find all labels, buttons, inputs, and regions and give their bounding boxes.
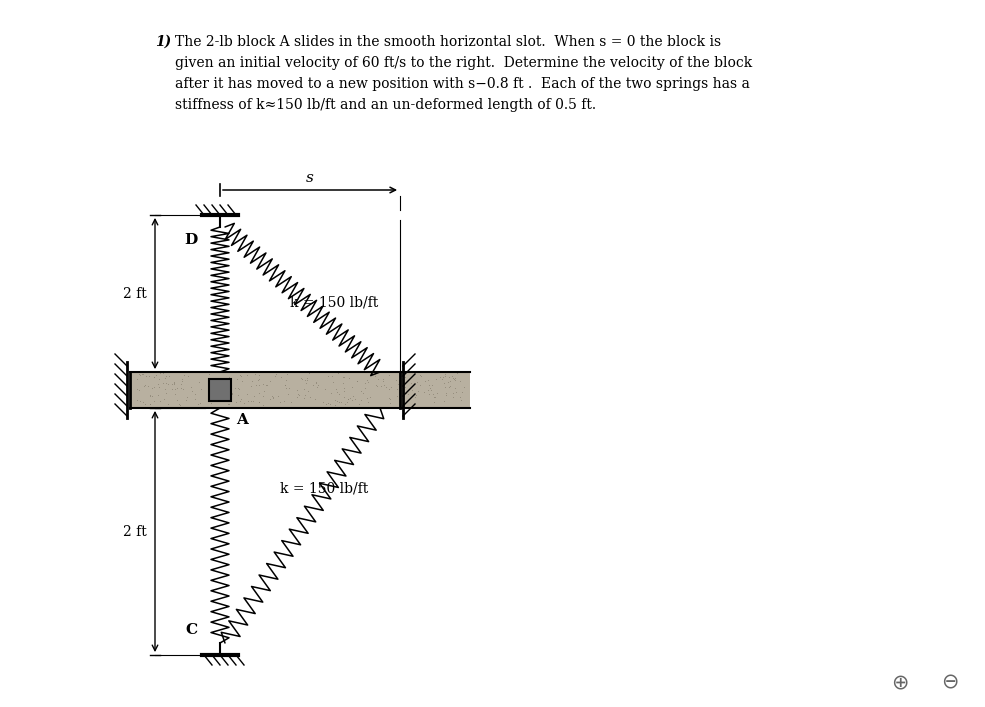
Text: k = 150 lb/ft: k = 150 lb/ft [290,295,378,309]
Text: 1): 1) [155,35,171,49]
Text: A: A [236,413,248,427]
Text: given an initial velocity of 60 ft/s to the right.  Determine the velocity of th: given an initial velocity of 60 ft/s to … [175,56,753,70]
Text: The 2-lb block A slides in the smooth horizontal slot.  When s = 0 the block is: The 2-lb block A slides in the smooth ho… [175,35,721,49]
Text: stiffness of k≈150 lb/ft and an un-deformed length of 0.5 ft.: stiffness of k≈150 lb/ft and an un-defor… [175,98,596,112]
Bar [130,372,470,408]
Bar [209,379,231,401]
Text: 2 ft: 2 ft [123,525,147,539]
Text: k = 150 lb/ft: k = 150 lb/ft [280,481,368,495]
Text: 2 ft: 2 ft [123,286,147,300]
Text: ⊖: ⊖ [942,672,958,692]
Text: after it has moved to a new position with s−0.8 ft .  Each of the two springs ha: after it has moved to a new position wit… [175,77,750,91]
Text: D: D [185,233,198,247]
Text: C: C [186,623,198,637]
Text: s: s [306,171,314,185]
Text: ⊕: ⊕ [891,672,909,692]
